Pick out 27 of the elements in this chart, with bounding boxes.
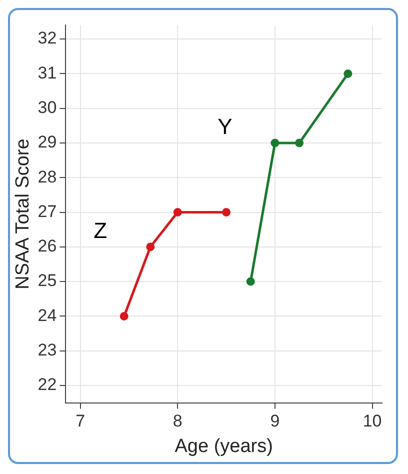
y-tick-label: 22 [38, 375, 57, 394]
point [270, 138, 280, 148]
x-tick-label: 8 [172, 412, 182, 431]
x-tick-label: 7 [76, 412, 86, 431]
y-axis-title: NSAA Total Score [12, 138, 34, 290]
y-tick-label: 32 [38, 28, 57, 48]
x-tick-label: 9 [270, 412, 280, 431]
y-tick-label: 25 [38, 271, 57, 290]
series-label: Z [94, 218, 108, 243]
y-tick-label: 24 [38, 306, 57, 325]
y-tick-label: 29 [38, 132, 57, 152]
point [222, 208, 231, 217]
point [344, 69, 352, 78]
point [146, 242, 155, 252]
x-tick-label: 10 [362, 412, 382, 431]
y-tick-label: 31 [38, 63, 57, 82]
point [295, 138, 304, 148]
y-tick-label: 23 [38, 340, 57, 360]
series-label: Y [218, 114, 233, 140]
point [246, 277, 255, 286]
y-tick-label: 30 [38, 98, 57, 118]
x-axis-title: Age (years) [174, 436, 273, 457]
y-tick-label: 28 [38, 167, 57, 186]
point [173, 208, 182, 217]
y-tick-label: 27 [38, 202, 57, 221]
y-tick-label: 26 [38, 236, 57, 256]
point [120, 312, 128, 320]
